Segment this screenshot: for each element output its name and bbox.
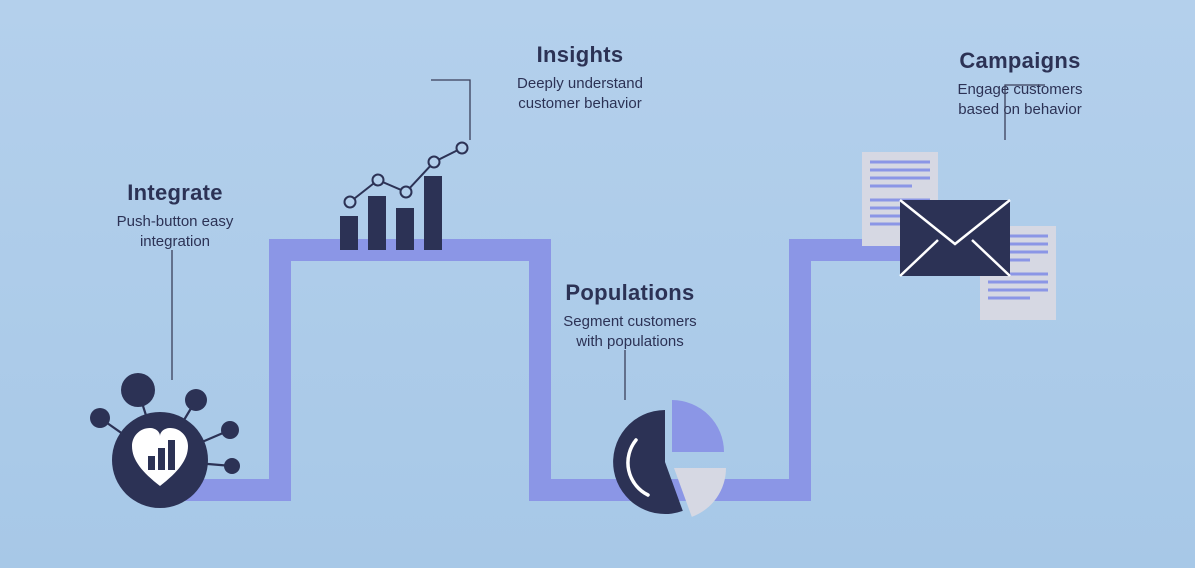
leader-campaigns xyxy=(1005,85,1045,140)
flow-path xyxy=(150,250,1050,490)
leader-insights xyxy=(431,80,470,140)
campaigns-icon xyxy=(862,152,1056,320)
diagram-canvas xyxy=(0,0,1195,568)
populations-icon xyxy=(613,400,726,517)
insights-icon xyxy=(340,143,468,251)
infographic-stage: Integrate Push-button easy integration I… xyxy=(0,0,1195,568)
